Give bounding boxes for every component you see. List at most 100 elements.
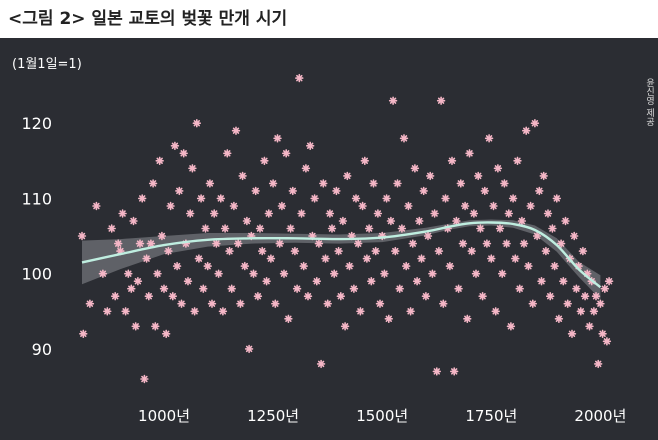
data-point	[495, 224, 505, 233]
data-point	[532, 231, 542, 241]
data-point	[233, 239, 243, 248]
chart-title: <그림 2> 일본 교토의 벚꽃 만개 시기	[8, 9, 288, 29]
data-point	[364, 224, 374, 233]
data-point	[506, 322, 516, 331]
data-point	[548, 224, 557, 233]
data-point	[432, 367, 441, 376]
data-point	[129, 216, 138, 226]
data-point	[244, 344, 254, 354]
data-point	[471, 269, 481, 278]
data-point	[578, 246, 588, 256]
data-point	[199, 284, 208, 293]
data-point	[295, 73, 304, 83]
data-point	[227, 284, 236, 293]
data-point	[406, 307, 415, 316]
data-point	[118, 209, 127, 218]
data-point	[166, 201, 175, 211]
data-point	[585, 322, 594, 331]
data-point	[170, 141, 180, 151]
data-point	[262, 276, 271, 286]
data-point	[316, 359, 326, 369]
data-point	[201, 224, 210, 233]
data-point	[107, 224, 116, 233]
data-point	[113, 239, 123, 248]
data-point	[356, 307, 365, 316]
data-point	[604, 276, 614, 286]
data-point	[419, 186, 428, 196]
data-point	[151, 322, 160, 331]
data-point	[255, 224, 265, 233]
data-point	[480, 186, 489, 196]
data-point	[360, 156, 369, 166]
data-point	[530, 118, 540, 128]
data-point	[388, 96, 398, 105]
data-point	[362, 254, 372, 263]
data-point	[373, 209, 383, 218]
data-point	[450, 367, 459, 376]
x-tick-label: 1000년	[138, 407, 190, 425]
data-point	[343, 171, 352, 181]
data-point	[434, 246, 444, 256]
data-point	[570, 231, 579, 241]
data-point	[515, 284, 524, 293]
data-point	[196, 194, 206, 203]
data-point	[292, 284, 302, 293]
y-tick-label: 110	[21, 189, 52, 208]
data-point	[218, 307, 228, 316]
data-point	[268, 179, 278, 188]
data-point	[330, 269, 339, 278]
data-point	[408, 239, 417, 248]
data-point	[513, 156, 522, 166]
data-point	[576, 307, 585, 316]
data-point	[155, 156, 164, 166]
data-point	[231, 126, 241, 135]
data-point	[133, 276, 143, 286]
y-tick-label: 120	[21, 114, 52, 133]
data-point	[423, 231, 433, 241]
data-point	[556, 239, 566, 248]
data-point	[273, 134, 282, 143]
data-point	[282, 149, 291, 158]
data-point	[554, 314, 564, 323]
data-point	[528, 299, 537, 308]
data-point	[85, 299, 95, 308]
data-point	[190, 307, 199, 316]
data-point	[212, 239, 221, 248]
data-point	[426, 171, 435, 181]
data-point	[146, 239, 156, 248]
data-point	[185, 209, 195, 218]
x-tick-label: 1500년	[356, 407, 408, 425]
data-point	[369, 179, 378, 188]
data-point	[460, 201, 470, 211]
data-point	[594, 359, 603, 369]
data-point	[500, 179, 509, 188]
data-point	[299, 261, 308, 271]
chart-panel: (1월1일=1) 90 100 110 120 1000년 1250년 1500년 1750년 2…	[0, 38, 658, 440]
data-point	[249, 269, 258, 278]
data-point	[251, 186, 260, 196]
data-point	[98, 269, 108, 278]
data-point	[467, 246, 476, 256]
data-point	[220, 224, 230, 233]
data-point	[172, 261, 182, 271]
data-point	[229, 201, 239, 211]
data-point	[430, 209, 439, 218]
data-point	[338, 216, 348, 226]
data-point	[159, 284, 169, 293]
data-point	[225, 246, 234, 256]
data-point	[148, 179, 158, 188]
data-point	[183, 276, 193, 286]
data-point	[452, 216, 461, 226]
data-point	[271, 299, 280, 308]
data-point	[253, 292, 263, 301]
data-point	[367, 276, 376, 286]
data-point	[264, 209, 273, 218]
data-point	[465, 149, 474, 158]
data-point	[290, 246, 300, 256]
data-point	[596, 299, 605, 308]
data-point	[321, 254, 330, 263]
data-point	[417, 254, 426, 263]
data-point	[223, 149, 232, 158]
x-tick-label: 1250년	[247, 407, 299, 425]
data-point	[194, 254, 204, 263]
